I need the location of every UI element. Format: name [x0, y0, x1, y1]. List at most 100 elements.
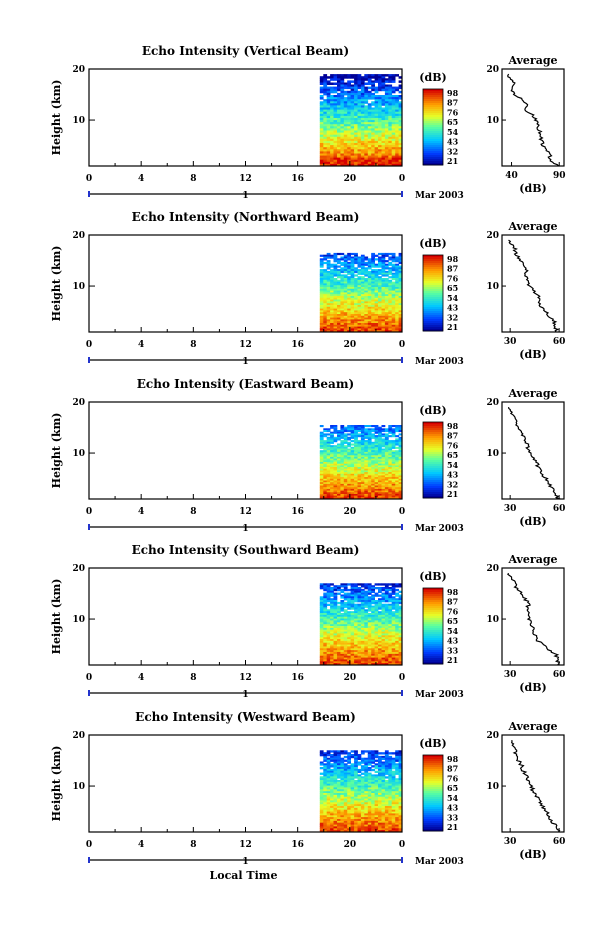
heatmap-cell — [388, 288, 393, 291]
heatmap-cell — [391, 306, 396, 309]
heatmap-cell — [319, 462, 324, 465]
heatmap-cell — [378, 433, 382, 436]
heatmap-cell — [347, 267, 351, 270]
heatmap-cell — [319, 618, 324, 621]
heatmap-cell — [395, 88, 399, 92]
heatmap-cell — [398, 652, 403, 655]
colorbar-swatch — [423, 153, 443, 156]
heatmap-cell — [337, 122, 341, 125]
heatmap-cell — [367, 605, 372, 608]
heatmap-cell — [323, 470, 328, 473]
heatmap-cell — [398, 115, 403, 119]
heatmap-cell — [330, 440, 334, 443]
heatmap-cell — [360, 456, 365, 459]
x-tick-label: 8 — [190, 174, 196, 184]
heatmap-cell — [340, 590, 345, 593]
heatmap-cell — [381, 497, 386, 500]
heatmap-cell — [323, 490, 328, 493]
colorbar-swatch — [423, 269, 443, 272]
heatmap-cell — [367, 143, 372, 146]
date-label: Mar 2003 — [415, 357, 464, 367]
heatmap-cell — [395, 642, 399, 645]
heatmap-cell — [319, 609, 324, 612]
heatmap-cell — [326, 163, 331, 167]
heatmap-cell — [360, 113, 365, 117]
heatmap-cell — [398, 97, 403, 100]
heatmap-cell — [364, 74, 369, 77]
heatmap-cell — [391, 431, 396, 434]
heatmap-cell — [333, 287, 338, 290]
colorbar-swatch — [423, 157, 443, 160]
heatmap-cell — [337, 303, 341, 306]
colorbar-swatch — [423, 650, 443, 653]
heatmap-cell — [333, 456, 338, 459]
heatmap-cell — [360, 308, 365, 311]
heatmap-cell — [350, 800, 355, 803]
heatmap-cell — [354, 425, 358, 428]
heatmap-cell — [391, 605, 396, 608]
heatmap-cell — [371, 272, 375, 275]
heatmap-cell — [378, 755, 382, 759]
heatmap-cell — [391, 140, 396, 144]
heatmap-cell — [343, 288, 348, 291]
heatmap-cell — [367, 82, 372, 85]
heatmap-cell — [326, 791, 331, 794]
heatmap-cell — [319, 492, 324, 495]
heatmap-cell — [371, 260, 375, 263]
heatmap-cells — [319, 425, 403, 500]
heatmap-cell — [330, 659, 334, 662]
heatmap-cell — [350, 776, 355, 779]
heatmap-cell — [391, 639, 396, 642]
heatmap-cell — [330, 330, 334, 333]
heatmap-cell — [374, 319, 379, 322]
heatmap-cell — [395, 134, 399, 138]
heatmap-cell — [388, 159, 393, 163]
colorbar-swatch — [423, 329, 443, 332]
heatmap-cell — [364, 789, 369, 792]
heatmap-cell — [395, 663, 399, 666]
average-x-axis-label: (dB) — [519, 515, 546, 528]
heatmap-cell — [323, 635, 328, 638]
heatmap-cell — [360, 652, 365, 655]
heatmap-cell — [391, 76, 396, 79]
heatmap-cell — [374, 301, 379, 304]
heatmap-cell — [378, 296, 382, 299]
heatmap-cell — [391, 105, 396, 108]
heatmap-cell — [391, 288, 396, 291]
heatmap-cell — [326, 659, 331, 662]
heatmap-cell — [343, 796, 348, 799]
heatmap-cell — [347, 285, 351, 288]
heatmap-cell — [333, 754, 338, 757]
heatmap-cell — [388, 774, 393, 777]
heatmap-cell — [360, 283, 365, 286]
heatmap-cell — [360, 443, 365, 446]
heatmap-cell — [340, 644, 345, 647]
heatmap-cell — [337, 453, 341, 456]
heatmap-cell — [340, 74, 345, 77]
heatmap-cell — [381, 605, 386, 608]
average-x-tick-label: 40 — [505, 171, 518, 181]
heatmap-cell — [354, 84, 358, 87]
heatmap-cell — [319, 294, 324, 297]
heatmap-cell — [347, 767, 351, 770]
average-title: Average — [507, 220, 557, 233]
heatmap-cell — [326, 303, 331, 306]
heatmap-cell — [384, 436, 389, 439]
heatmap-cell — [350, 789, 355, 792]
colorbar-swatch — [423, 622, 443, 625]
heatmap-cell — [384, 661, 389, 664]
heatmap-cell — [323, 305, 328, 308]
heatmap-cell — [388, 163, 393, 167]
heatmap-cell — [378, 637, 382, 640]
heatmap-cell — [378, 272, 382, 275]
heatmap-cell — [333, 663, 338, 666]
heatmap-cell — [398, 113, 403, 117]
colorbar-swatch — [423, 277, 443, 280]
heatmap-cell — [388, 603, 393, 606]
heatmap-cell — [354, 279, 358, 282]
heatmap-cell — [333, 252, 338, 256]
heatmap-cell — [333, 436, 338, 439]
heatmap-cell — [354, 453, 358, 456]
heatmap-cell — [360, 480, 365, 483]
heatmap-cell — [381, 791, 386, 794]
